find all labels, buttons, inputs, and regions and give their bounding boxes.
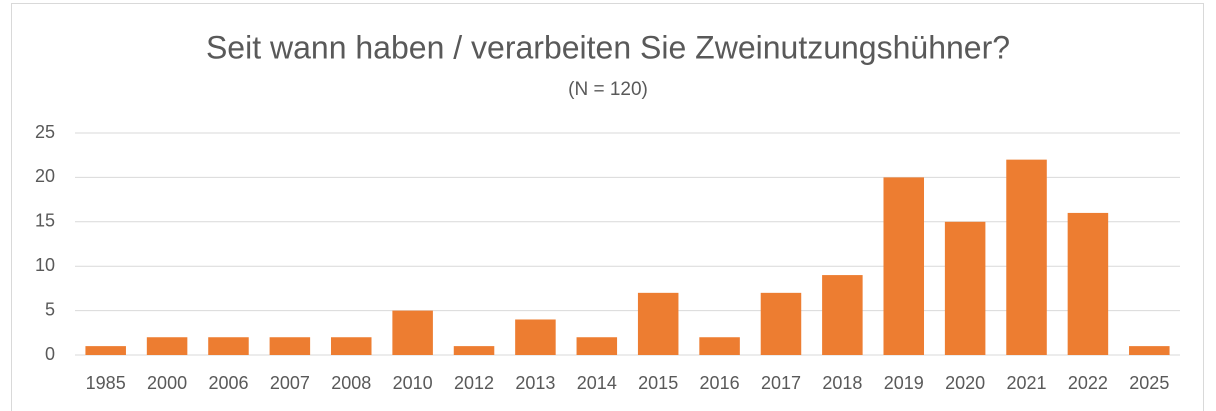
x-tick-label: 2015 — [638, 373, 678, 393]
y-tick-label: 25 — [35, 122, 55, 142]
x-tick-label: 2007 — [270, 373, 310, 393]
bar — [85, 346, 126, 355]
x-tick-label: 2014 — [577, 373, 617, 393]
bar — [576, 337, 618, 355]
bar — [208, 337, 249, 355]
x-tick-label: 2020 — [945, 373, 985, 393]
x-tick-label: 2008 — [331, 373, 371, 393]
x-tick-label: 2013 — [515, 373, 555, 393]
x-tick-label: 2018 — [822, 373, 862, 393]
bar — [453, 346, 495, 355]
bar — [637, 292, 679, 355]
y-tick-label: 20 — [35, 166, 55, 186]
chart-title: Seit wann haben / verarbeiten Sie Zweinu… — [206, 29, 1010, 65]
bar — [392, 310, 433, 355]
bar — [146, 337, 188, 355]
y-tick-label: 5 — [45, 299, 55, 319]
bar — [1006, 159, 1047, 355]
bar — [883, 177, 925, 355]
bar — [760, 292, 802, 355]
x-tick-label: 2006 — [208, 373, 248, 393]
x-tick-label: 2025 — [1129, 373, 1169, 393]
x-tick-label: 1985 — [86, 373, 126, 393]
bar — [515, 319, 556, 355]
bar — [1067, 212, 1109, 355]
x-tick-label: 2010 — [393, 373, 433, 393]
bar — [822, 275, 863, 355]
y-tick-label: 15 — [35, 211, 55, 231]
x-tick-label: 2021 — [1007, 373, 1047, 393]
bar — [330, 337, 372, 355]
x-tick-label: 2017 — [761, 373, 801, 393]
y-tick-label: 0 — [45, 344, 55, 364]
bar — [699, 337, 740, 355]
x-tick-label: 2019 — [884, 373, 924, 393]
bar — [269, 337, 311, 355]
chart-subtitle: (N = 120) — [568, 79, 648, 100]
x-tick-label: 2022 — [1068, 373, 1108, 393]
x-tick-label: 2000 — [147, 373, 187, 393]
bar — [944, 221, 986, 355]
bar — [1129, 346, 1170, 355]
y-tick-label: 10 — [35, 255, 55, 275]
x-tick-label: 2016 — [700, 373, 740, 393]
x-tick-label: 2012 — [454, 373, 494, 393]
